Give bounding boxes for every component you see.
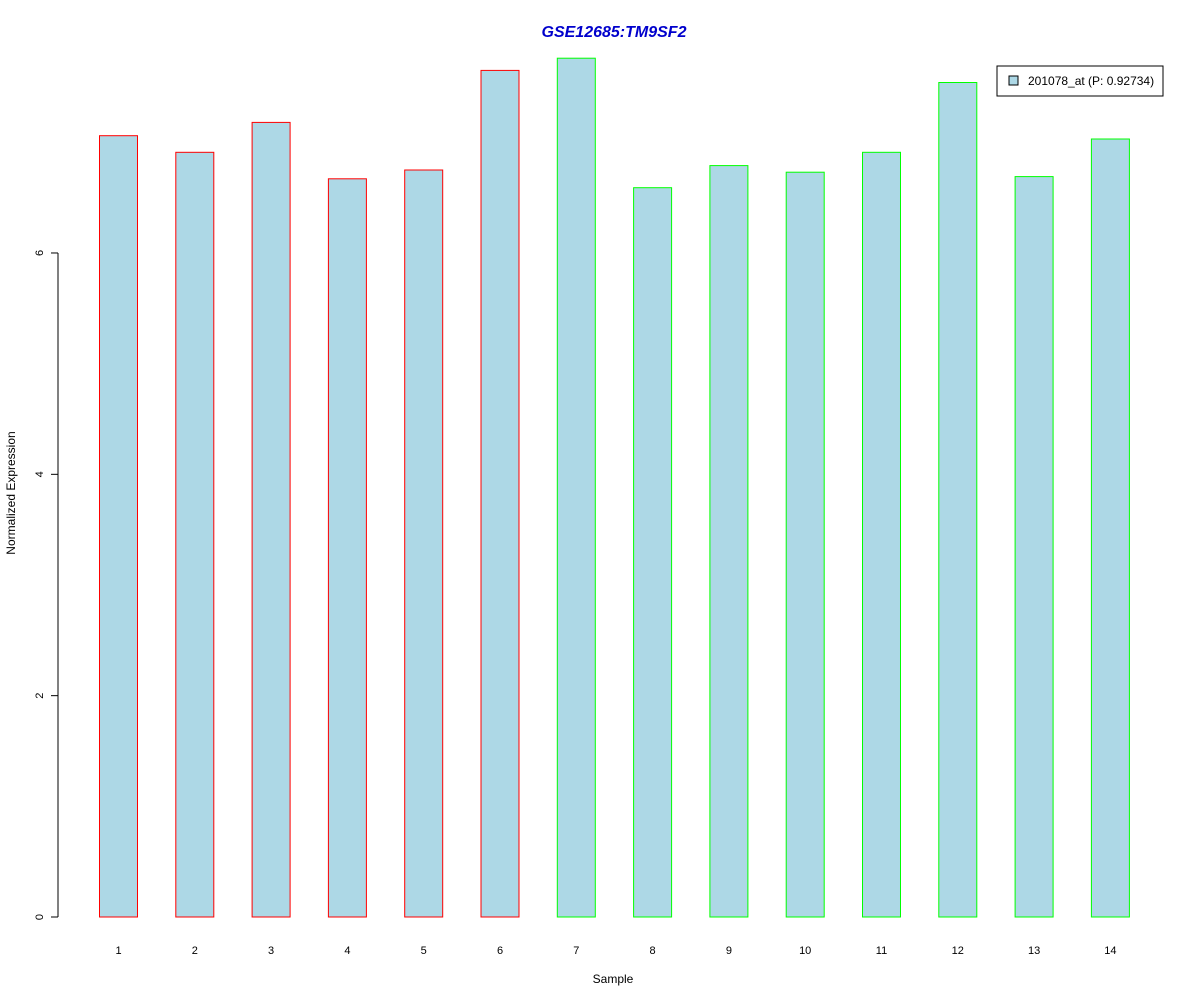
x-tick-label-1: 1 xyxy=(115,945,121,957)
x-tick-label-5: 5 xyxy=(421,945,427,957)
y-tick-label-4: 4 xyxy=(34,471,46,477)
x-tick-label-4: 4 xyxy=(344,945,350,957)
bar-sample-9 xyxy=(709,165,749,918)
y-tick-label-6: 6 xyxy=(34,250,46,256)
x-tick-label-13: 13 xyxy=(1028,945,1040,957)
legend-box xyxy=(996,65,1164,97)
legend-swatch xyxy=(1008,75,1019,86)
chart-title: GSE12685:TM9SF2 xyxy=(542,24,687,41)
bar-sample-2 xyxy=(175,151,215,918)
x-tick-label-11: 11 xyxy=(876,945,887,957)
legend: 201078_at (P: 0.92734) xyxy=(996,65,1164,97)
x-tick-label-9: 9 xyxy=(726,945,732,957)
y-tick-label-2: 2 xyxy=(34,693,46,699)
y-axis: 0 2 4 6 xyxy=(34,250,59,920)
bar-sample-11 xyxy=(862,151,901,918)
x-tick-label-6: 6 xyxy=(497,945,503,957)
y-tick-label-0: 0 xyxy=(34,914,46,920)
bar-sample-7 xyxy=(556,57,596,918)
bar-sample-6 xyxy=(480,69,520,918)
y-axis-label: Normalized Expression xyxy=(4,431,18,554)
bar-sample-1 xyxy=(99,135,138,918)
legend-entry-label: 201078_at (P: 0.92734) xyxy=(1028,74,1154,88)
bar-sample-14 xyxy=(1090,138,1130,918)
bar-sample-3 xyxy=(251,121,291,918)
x-tick-label-8: 8 xyxy=(650,945,656,957)
x-tick-labels: 1 2 3 4 5 6 7 8 9 10 11 12 13 14 xyxy=(115,945,1116,957)
bar-sample-8 xyxy=(633,187,673,918)
bar-sample-13 xyxy=(1014,176,1054,918)
x-axis-label: Sample xyxy=(593,972,634,986)
bar-sample-4 xyxy=(327,178,367,918)
bars-group xyxy=(99,57,1130,918)
x-tick-label-7: 7 xyxy=(573,945,579,957)
bar-sample-5 xyxy=(404,169,444,918)
bar-sample-10 xyxy=(785,171,825,918)
x-tick-label-10: 10 xyxy=(799,945,811,957)
bar-sample-12 xyxy=(938,82,978,918)
x-tick-label-2: 2 xyxy=(192,945,198,957)
x-tick-label-3: 3 xyxy=(268,945,274,957)
x-tick-label-14: 14 xyxy=(1104,945,1116,957)
x-tick-label-12: 12 xyxy=(952,945,964,957)
